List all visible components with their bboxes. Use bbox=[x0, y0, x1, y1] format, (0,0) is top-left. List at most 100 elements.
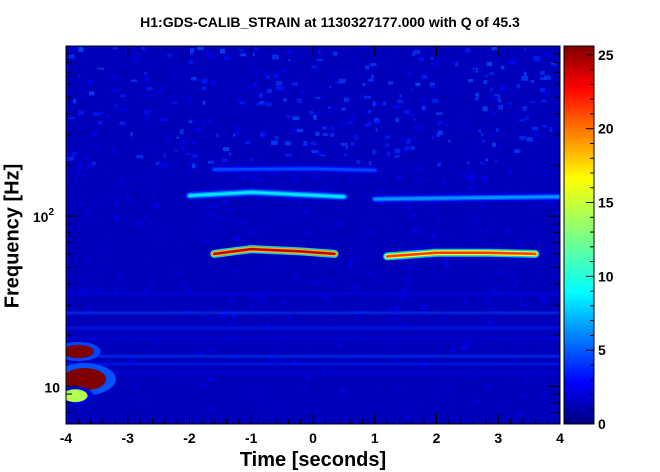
heatmap-cell bbox=[230, 180, 234, 185]
heatmap-cell bbox=[373, 141, 381, 145]
heatmap-cell bbox=[551, 247, 556, 250]
heatmap-cell bbox=[411, 228, 419, 233]
heatmap-cell bbox=[339, 152, 344, 156]
heatmap-cell bbox=[157, 180, 160, 185]
heatmap-cell bbox=[431, 207, 434, 212]
heatmap-cell bbox=[489, 304, 493, 308]
heatmap-cell bbox=[502, 404, 509, 409]
heatmap-cell bbox=[385, 61, 389, 65]
heatmap-cell bbox=[141, 46, 145, 50]
heatmap-cell bbox=[474, 239, 478, 244]
heatmap-cell bbox=[464, 69, 468, 72]
heatmap-cell bbox=[122, 287, 127, 292]
heatmap-cell bbox=[312, 281, 319, 285]
heatmap-cell bbox=[91, 216, 99, 220]
heatmap-cell bbox=[215, 182, 218, 188]
heatmap-cell bbox=[309, 110, 314, 115]
heatmap-cell bbox=[256, 199, 261, 202]
heatmap-cell bbox=[179, 145, 184, 150]
heatmap-cell bbox=[286, 212, 292, 218]
heatmap-cell bbox=[492, 282, 500, 286]
heatmap-cell bbox=[536, 204, 542, 207]
heatmap-cell bbox=[485, 229, 492, 232]
heatmap-cell bbox=[438, 273, 443, 277]
heatmap-cell bbox=[202, 313, 209, 318]
heatmap-cell bbox=[457, 50, 462, 55]
heatmap-cell bbox=[156, 343, 160, 347]
heatmap-cell bbox=[540, 70, 545, 75]
heatmap-cell bbox=[162, 162, 169, 167]
heatmap-cell bbox=[131, 188, 134, 192]
heatmap-cell bbox=[498, 145, 502, 149]
heatmap-cell bbox=[257, 293, 262, 298]
heatmap-cell bbox=[268, 354, 274, 360]
heatmap-cell bbox=[438, 256, 442, 259]
heatmap-cell bbox=[150, 280, 153, 285]
heatmap-cell bbox=[250, 295, 254, 299]
heatmap-cell bbox=[151, 173, 158, 179]
heatmap-cell bbox=[487, 317, 492, 323]
heatmap-cell bbox=[490, 217, 494, 220]
heatmap-cell bbox=[539, 236, 545, 242]
heatmap-cell bbox=[386, 222, 389, 226]
heatmap-cell bbox=[274, 136, 279, 140]
heatmap-cell bbox=[292, 116, 300, 121]
heatmap-cell bbox=[381, 63, 384, 68]
heatmap-cell bbox=[325, 185, 331, 190]
heatmap-cell bbox=[201, 86, 205, 90]
heatmap-cell bbox=[545, 200, 552, 204]
heatmap-cell bbox=[331, 126, 335, 131]
heatmap-cell bbox=[422, 105, 426, 110]
heatmap-cell bbox=[244, 258, 249, 262]
heatmap-cell bbox=[214, 198, 221, 202]
heatmap-cell bbox=[379, 156, 386, 162]
heatmap-cell bbox=[313, 114, 317, 120]
heatmap-cell bbox=[437, 120, 443, 125]
heatmap-cell bbox=[189, 51, 194, 56]
heatmap-cell bbox=[423, 419, 430, 423]
heatmap-cell bbox=[433, 374, 437, 378]
heatmap-cell bbox=[155, 239, 160, 242]
heatmap-cell bbox=[357, 255, 364, 261]
heatmap-cell bbox=[504, 380, 509, 383]
heatmap-cell bbox=[99, 273, 104, 277]
heatmap-blob-core bbox=[66, 344, 94, 359]
heatmap-cell bbox=[490, 133, 495, 138]
heatmap-cell bbox=[334, 107, 338, 111]
heatmap-cell bbox=[516, 108, 519, 113]
heatmap-cell bbox=[231, 355, 239, 360]
heatmap-cell bbox=[463, 152, 469, 155]
heatmap-cell bbox=[120, 94, 125, 98]
heatmap-cell bbox=[417, 404, 420, 409]
heatmap-cell bbox=[498, 99, 501, 103]
heatmap-cell bbox=[273, 184, 279, 189]
heatmap-cell bbox=[415, 129, 422, 133]
heatmap-cell bbox=[115, 198, 120, 202]
heatmap-cell bbox=[353, 362, 357, 367]
heatmap-cell bbox=[245, 140, 251, 145]
heatmap-cell bbox=[213, 204, 218, 209]
heatmap-cell bbox=[234, 297, 237, 301]
heatmap-feature-0 bbox=[210, 245, 339, 258]
heatmap-cell bbox=[275, 259, 282, 262]
heatmap-cell bbox=[203, 384, 207, 387]
heatmap-cell bbox=[415, 124, 422, 130]
heatmap-cell bbox=[436, 134, 440, 138]
heatmap-cell bbox=[378, 325, 384, 328]
heatmap-cell bbox=[266, 321, 274, 324]
heatmap-cell bbox=[522, 106, 527, 111]
heatmap-cell bbox=[207, 54, 215, 58]
heatmap-cell bbox=[144, 117, 149, 121]
heatmap-cell bbox=[361, 46, 367, 49]
heatmap-cell bbox=[511, 59, 517, 63]
heatmap-cell bbox=[399, 149, 407, 155]
heatmap-cell bbox=[180, 377, 187, 380]
heatmap-cell bbox=[481, 139, 486, 143]
heatmap-cell bbox=[247, 85, 252, 90]
y-axis-label: Frequency [Hz] bbox=[1, 163, 24, 309]
heatmap-cell bbox=[209, 306, 213, 310]
heatmap-cell bbox=[141, 398, 146, 402]
heatmap-cell bbox=[544, 53, 551, 57]
heatmap-cell bbox=[219, 48, 226, 54]
